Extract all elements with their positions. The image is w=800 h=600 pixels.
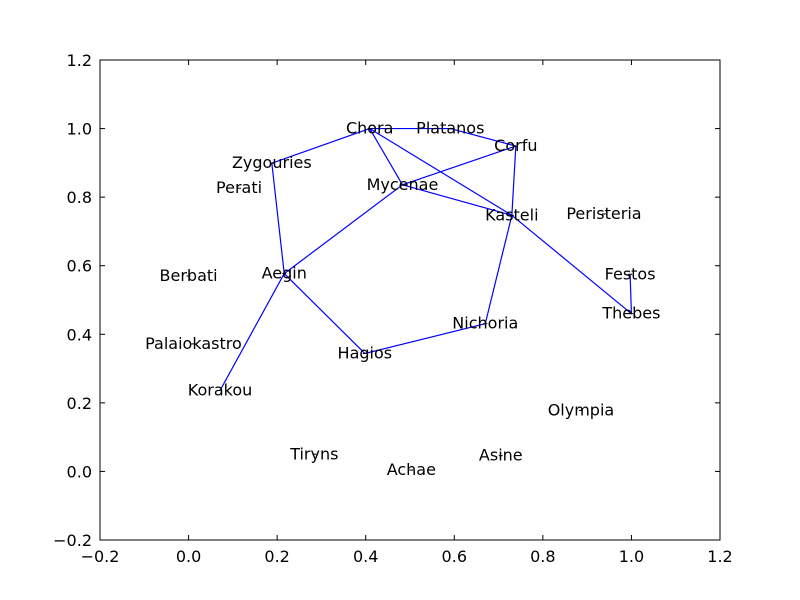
y-tick-label: 0.8 (67, 188, 92, 207)
points (186, 128, 634, 471)
node-label-mycenae: Mycenae (367, 175, 439, 194)
edge-kasteli-thebes (511, 214, 632, 315)
edge-aegin-korakou (219, 273, 285, 391)
edge-festos-thebes (629, 274, 633, 314)
edge-nichoria-kasteli (484, 215, 513, 324)
plot-frame (99, 59, 721, 541)
edge-hagios-nichoria (364, 323, 486, 355)
edge-aegin-hagios (283, 273, 366, 354)
x-tick-label: −0.2 (81, 547, 120, 566)
node-label-peristeria: Peristeria (566, 204, 641, 223)
x-tick-label: 0.6 (442, 547, 467, 566)
edge-mycenae-kasteli (402, 184, 513, 216)
node-label-achae: Achae (387, 460, 436, 479)
y-tick-label: 1.2 (67, 51, 92, 70)
x-tick-label: 0.4 (353, 547, 378, 566)
edge-chora-mycenae (369, 128, 403, 186)
node-label-palaiokastro: Palaiokastro (145, 334, 242, 353)
node-labels: Chora Platanos Corfu Zygouries Perati Mycenae… (145, 119, 660, 479)
edge-zygouries-aegin (271, 163, 285, 274)
edge-corfu-mycenae (402, 145, 517, 186)
node-label-zygouries: Zygouries (232, 153, 312, 172)
x-tick-label: 1.2 (707, 547, 732, 566)
x-tick-label: 1.0 (619, 547, 644, 566)
edge-chora-zygouries (271, 128, 370, 164)
node-label-hagios: Hagios (338, 343, 393, 362)
axis-ticks (99, 59, 721, 541)
node-label-olympia: Olympia (548, 400, 615, 419)
x-tick-label: 0.0 (176, 547, 201, 566)
node-label-nichoria: Nichoria (452, 314, 518, 333)
edge-corfu-kasteli (511, 146, 517, 216)
axis-tick-labels: −0.2 0.0 0.2 0.4 0.6 0.8 1.0 1.2 −0.2 0.0 0.2 0.4 0.… (53, 51, 733, 566)
node-label-tiryns: Tiryns (289, 444, 338, 463)
y-tick-label: 0.4 (67, 325, 92, 344)
node-label-aegin: Aegin (262, 264, 307, 283)
node-label-berbati: Berbati (160, 266, 218, 285)
edge-mycenae-aegin (283, 184, 403, 275)
node-label-chora: Chora (346, 119, 393, 138)
node-label-festos: Festos (605, 264, 656, 283)
x-tick-label: 0.8 (530, 547, 555, 566)
y-tick-label: 0.0 (67, 462, 92, 481)
x-tick-label: 0.2 (264, 547, 289, 566)
node-label-asine: Asine (479, 446, 523, 465)
y-tick-label: −0.2 (53, 531, 92, 550)
y-tick-label: 0.6 (67, 257, 92, 276)
y-tick-label: 0.2 (67, 394, 92, 413)
y-tick-label: 1.0 (67, 120, 92, 139)
node-label-kasteli: Kasteli (485, 205, 538, 224)
node-label-perati: Perati (216, 178, 262, 197)
node-label-platanos: Platanos (416, 119, 484, 138)
edge-platanos-corfu (450, 127, 516, 147)
node-label-corfu: Corfu (494, 136, 537, 155)
edges (219, 127, 633, 391)
node-label-thebes: Thebes (601, 304, 660, 323)
node-label-korakou: Korakou (188, 381, 253, 400)
